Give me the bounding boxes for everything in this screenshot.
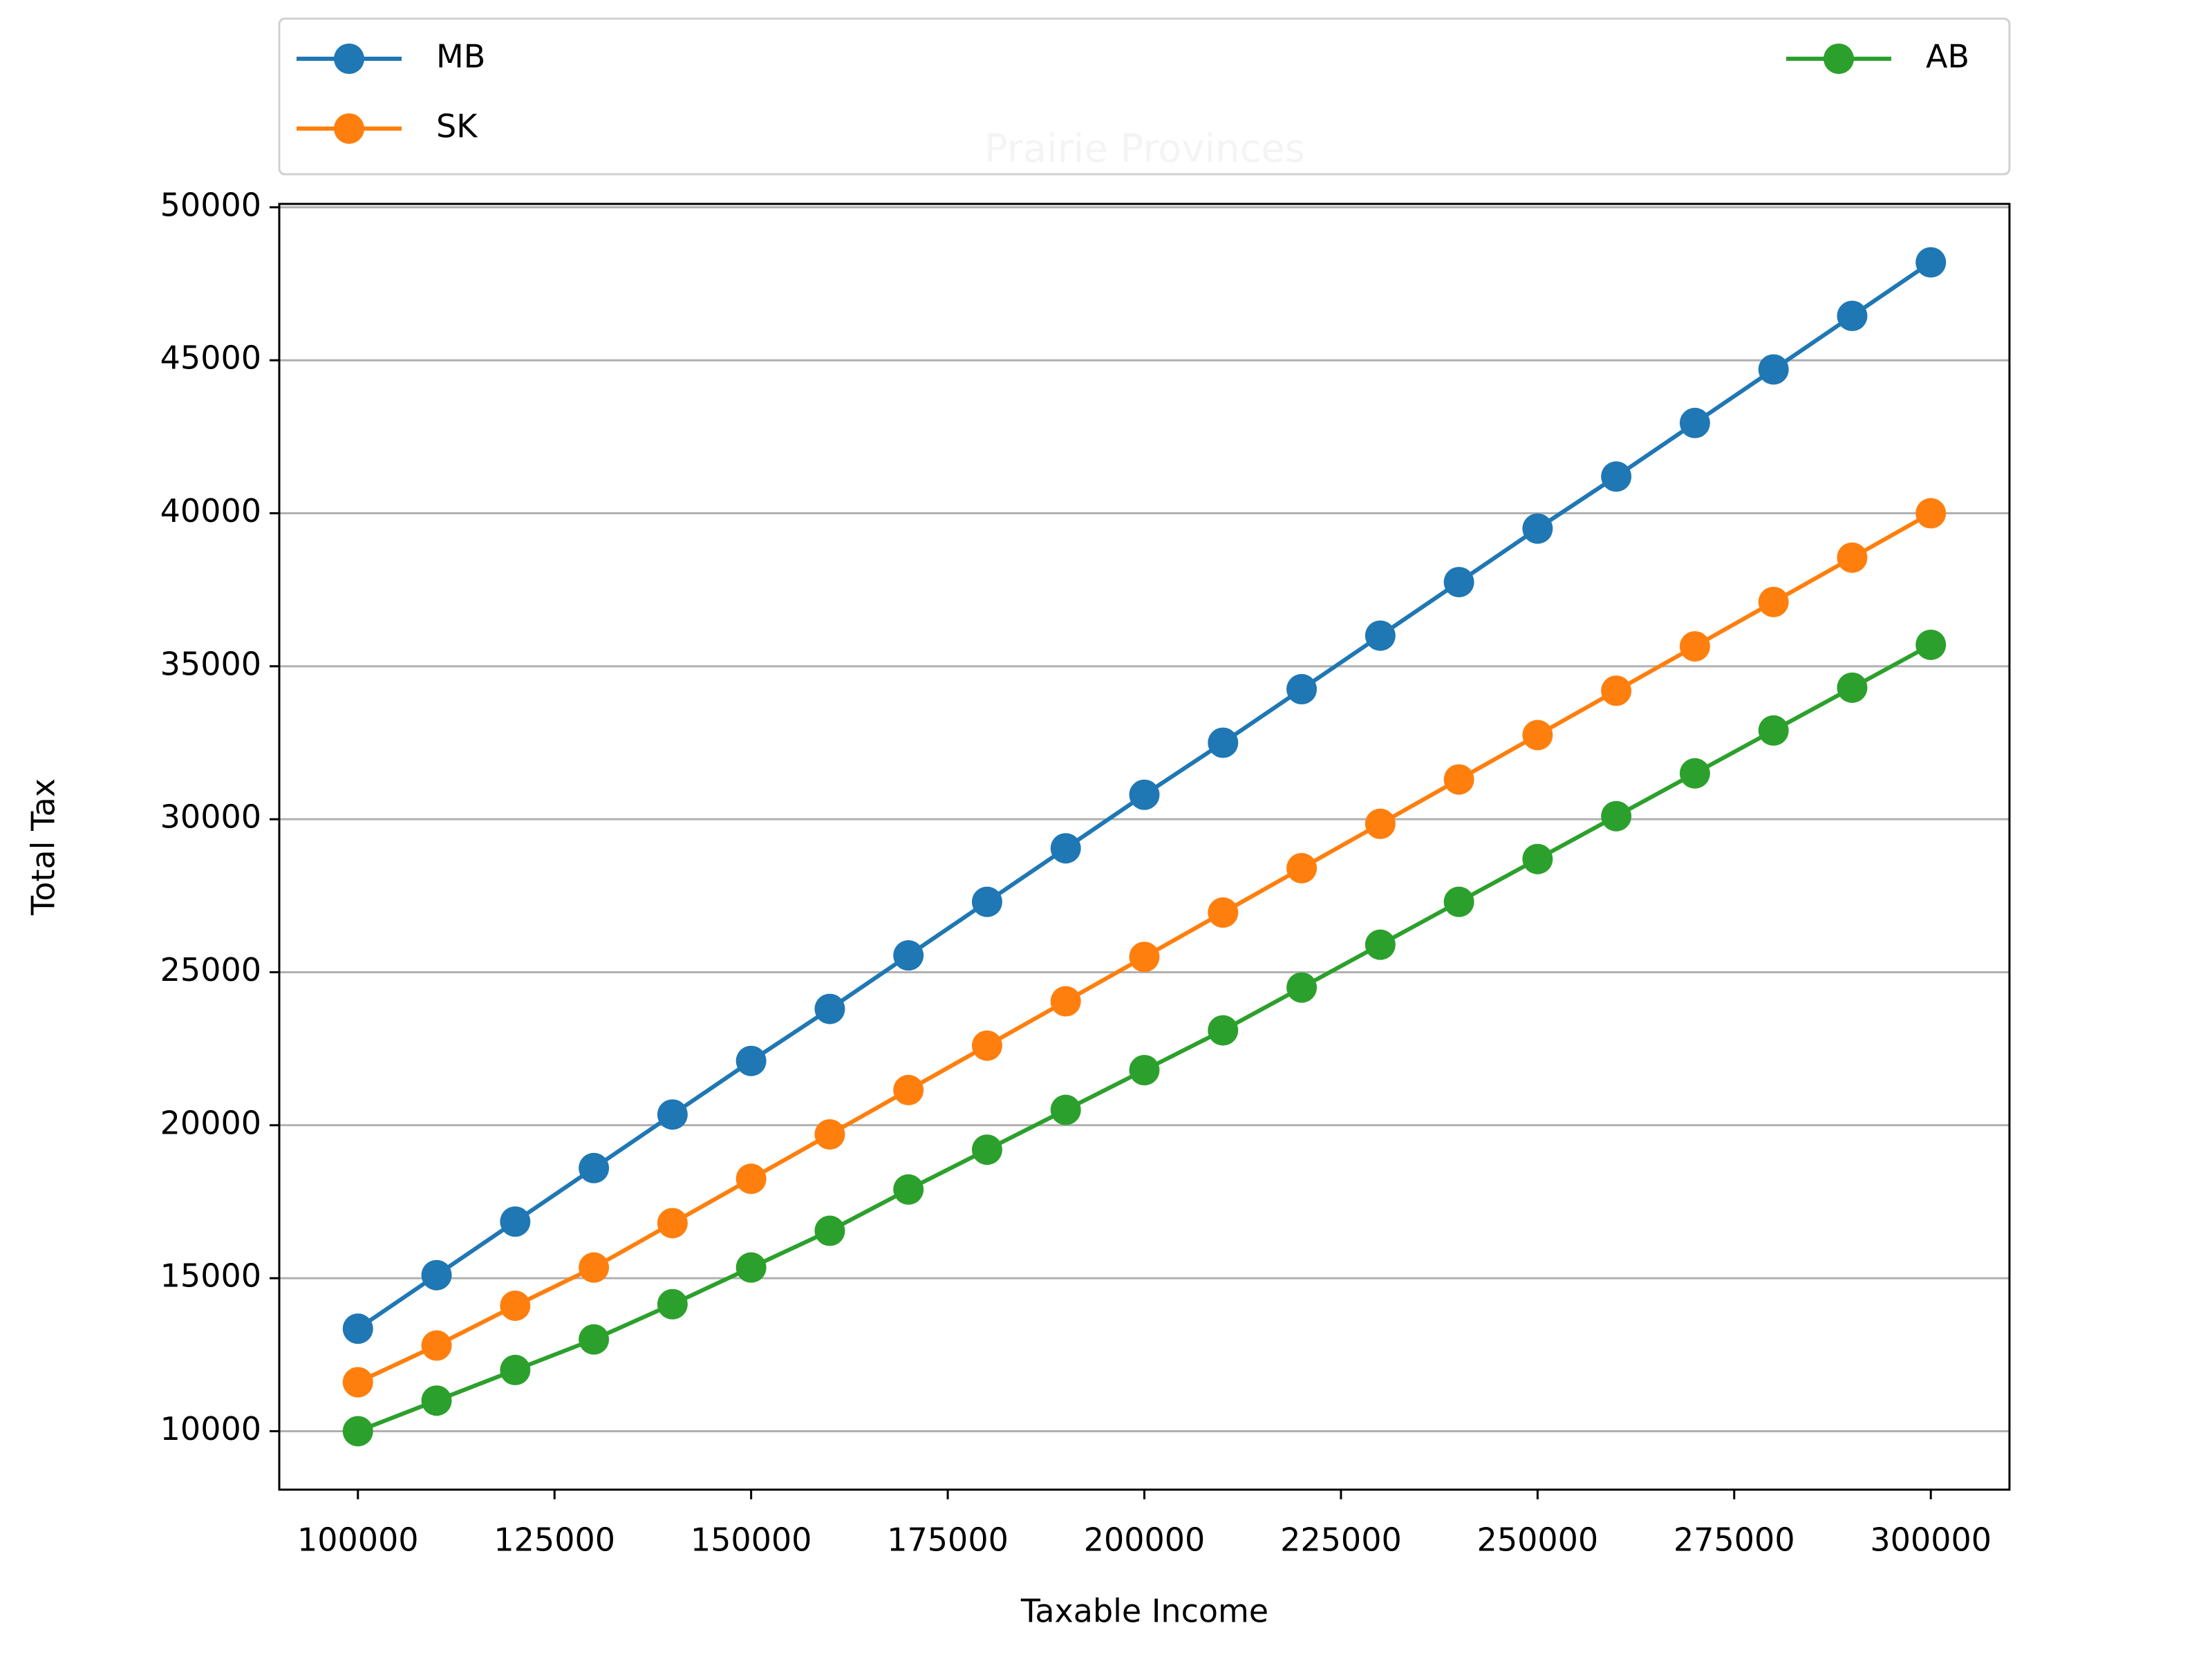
x-tick-label: 200000: [1084, 1521, 1206, 1559]
point: [1758, 715, 1789, 746]
y-tick-label: 15000: [160, 1257, 261, 1295]
point: [1679, 631, 1710, 662]
y-tick-label: 50000: [160, 186, 261, 223]
point: [971, 886, 1002, 917]
y-tick-label: 10000: [160, 1410, 261, 1447]
point: [342, 1313, 373, 1344]
x-tick-label: 225000: [1280, 1521, 1402, 1559]
point: [1208, 1015, 1239, 1046]
x-tick-label: 175000: [887, 1521, 1009, 1559]
point: [657, 1208, 688, 1239]
y-tick-label: 30000: [160, 798, 261, 836]
point: [421, 1330, 452, 1361]
point: [1837, 672, 1868, 703]
point: [1050, 1094, 1081, 1125]
point: [421, 1385, 452, 1416]
point: [1601, 461, 1632, 492]
point: [500, 1290, 531, 1321]
point: [579, 1324, 610, 1355]
legend-marker: [334, 113, 364, 144]
point: [657, 1288, 688, 1320]
point: [971, 1134, 1002, 1165]
point: [1286, 852, 1318, 883]
point: [1129, 1055, 1160, 1086]
point: [1915, 498, 1947, 529]
x-tick-label: 125000: [494, 1521, 615, 1559]
legend-label: MB: [436, 38, 485, 75]
point: [500, 1354, 531, 1385]
y-tick-label: 25000: [160, 951, 261, 988]
point: [1915, 247, 1947, 278]
point: [893, 940, 924, 971]
point: [1679, 407, 1710, 438]
point: [1522, 513, 1553, 544]
x-tick-label: 300000: [1870, 1521, 1991, 1559]
point: [735, 1045, 767, 1076]
point: [1050, 833, 1081, 864]
point: [1129, 779, 1160, 810]
point: [814, 1215, 845, 1246]
point: [1443, 764, 1474, 795]
point: [342, 1367, 373, 1398]
legend-marker: [1824, 44, 1854, 74]
x-axis-label: Taxable Income: [1020, 1593, 1268, 1630]
point: [1601, 800, 1632, 832]
y-tick-label: 35000: [160, 645, 261, 682]
point: [971, 1030, 1002, 1061]
point: [735, 1252, 767, 1283]
point: [342, 1416, 373, 1447]
point: [1286, 674, 1318, 705]
point: [1286, 972, 1318, 1003]
y-tick-label: 45000: [160, 339, 261, 377]
point: [893, 1074, 924, 1105]
plot-frame: [278, 203, 2011, 1491]
point: [500, 1206, 531, 1237]
x-tick-label: 250000: [1477, 1521, 1599, 1559]
x-tick-label: 100000: [297, 1521, 419, 1559]
point: [1915, 629, 1947, 660]
legend-label: AB: [1926, 38, 1969, 75]
point: [1601, 675, 1632, 706]
legend-marker: [334, 44, 364, 74]
point: [579, 1152, 610, 1183]
y-axis-label: Total Tax: [25, 778, 62, 916]
y-tick-label: 20000: [160, 1104, 261, 1141]
point: [1365, 620, 1396, 651]
point: [1522, 720, 1553, 751]
legend-label: SK: [436, 108, 478, 145]
point: [893, 1174, 924, 1205]
point: [735, 1163, 767, 1194]
point: [1758, 354, 1789, 385]
point: [1443, 886, 1474, 917]
point: [814, 993, 845, 1024]
point: [814, 1119, 845, 1150]
point: [1365, 808, 1396, 839]
point: [1208, 727, 1239, 758]
legend-box: [278, 17, 2011, 176]
x-tick-label: 150000: [691, 1521, 812, 1559]
point: [421, 1259, 452, 1291]
point: [657, 1099, 688, 1130]
point: [1129, 941, 1160, 973]
point: [1522, 843, 1553, 874]
point: [1365, 929, 1396, 960]
x-tick-label: 275000: [1674, 1521, 1795, 1559]
point: [1758, 586, 1789, 617]
point: [1837, 542, 1868, 573]
point: [1443, 567, 1474, 598]
point: [1208, 897, 1239, 928]
point: [579, 1252, 610, 1283]
point: [1679, 758, 1710, 789]
y-tick-label: 40000: [160, 492, 261, 529]
point: [1837, 301, 1868, 332]
point: [1050, 986, 1081, 1017]
